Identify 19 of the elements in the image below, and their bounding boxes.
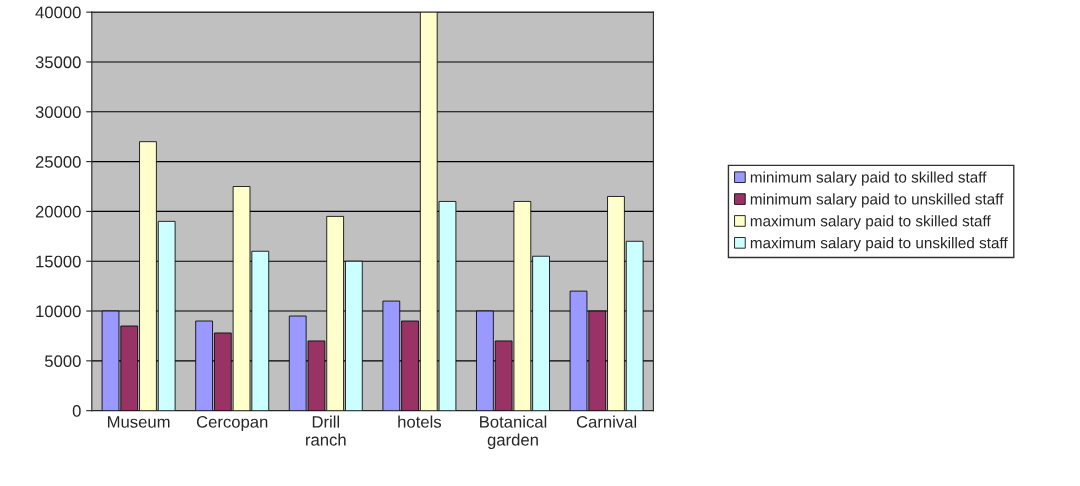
x-tick-label: Botanical garden [480,415,547,450]
y-tick-label: 25000 [35,156,81,168]
legend-label: maximum salary paid to skilled staff [750,215,991,230]
y-tick-label: 35000 [35,56,81,69]
y-tick-label: 15000 [36,255,81,268]
y-tick-label: 0 [72,405,81,417]
x-tick-label: Cercopan [196,415,268,432]
y-tick-label: 20000 [35,205,81,218]
x-tick-label: hotels [398,415,442,428]
legend-label: minimum salary paid to skilled staff [750,171,987,186]
legend-label: maximum salary paid to unskilled staff [750,237,1008,252]
y-tick-label: 10000 [36,305,81,318]
legend-label: minimum salary paid to unskilled staff [750,193,1004,208]
x-tick-label: Museum [108,416,170,428]
x-tick-label: Carnival [576,415,637,428]
y-tick-label: 40000 [35,6,81,19]
y-tick-label: 30000 [35,106,81,118]
x-tick-label: Drill ranch [306,415,346,446]
y-tick-label: 5000 [44,355,81,368]
